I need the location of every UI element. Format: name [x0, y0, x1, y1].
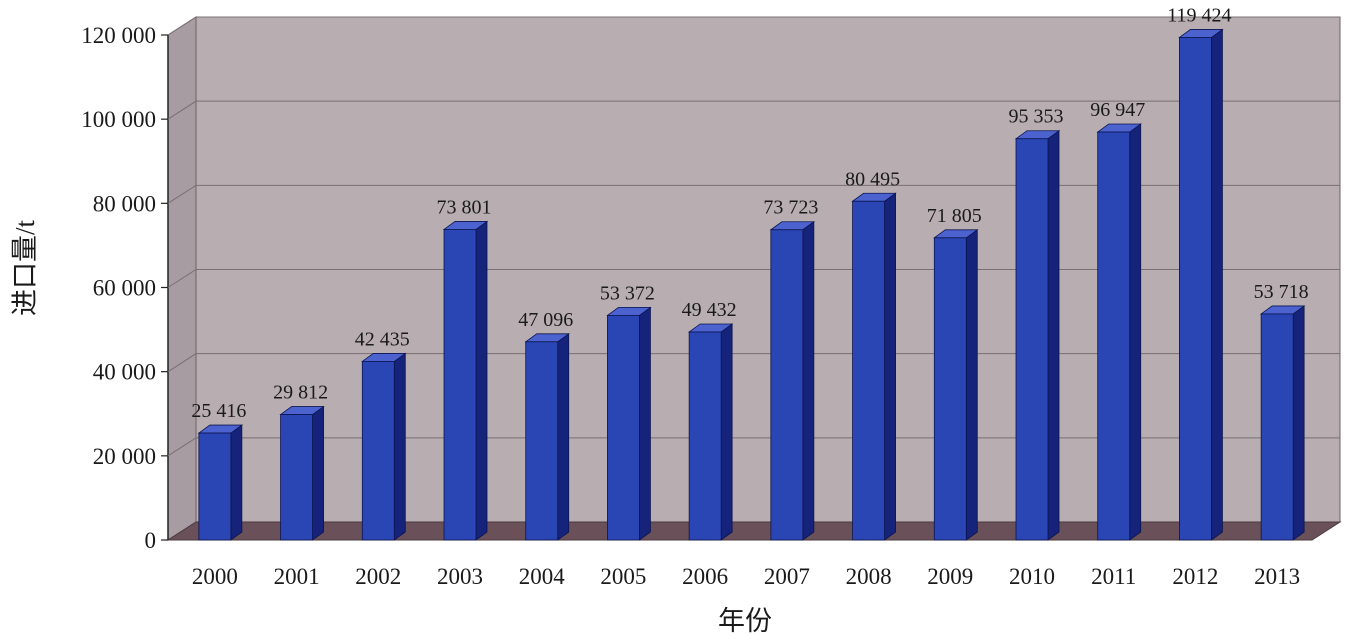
x-tick-label: 2001 — [274, 564, 320, 589]
bar — [1179, 37, 1212, 541]
y-tick-label: 100 000 — [81, 107, 156, 132]
bar-side — [1047, 129, 1060, 541]
data-label: 71 805 — [927, 205, 982, 227]
x-tick-label: 2007 — [764, 564, 810, 589]
bar-side — [1211, 28, 1223, 541]
bar — [688, 331, 722, 541]
x-tick-label: 2003 — [437, 564, 483, 589]
data-label: 53 718 — [1254, 281, 1309, 303]
data-label: 73 723 — [763, 197, 818, 219]
plot-background — [166, 16, 1342, 541]
data-label: 73 801 — [437, 196, 492, 218]
data-label: 96 947 — [1090, 99, 1145, 121]
data-label: 47 096 — [518, 309, 573, 331]
y-tick-label: 80 000 — [93, 191, 156, 216]
bar — [1097, 131, 1131, 541]
y-axis-title: 进口量/t — [10, 220, 40, 317]
x-axis-title: 年份 — [718, 606, 772, 636]
bar-side — [393, 352, 406, 541]
x-tick-label: 2004 — [519, 564, 566, 589]
bar — [770, 229, 804, 541]
bar — [525, 341, 559, 541]
y-axis-ticks: 0 20 000 40 000 60 000 80 000 100 000 120 000 — [81, 23, 168, 553]
x-tick-label: 2006 — [682, 564, 728, 589]
data-label: 49 432 — [682, 299, 737, 321]
x-tick-label: 2011 — [1091, 564, 1136, 589]
gridline — [167, 16, 1340, 36]
y-tick-label: 20 000 — [93, 444, 156, 469]
bar-side — [1292, 305, 1305, 541]
x-tick-label: 2012 — [1172, 564, 1218, 589]
x-tick-label: 2005 — [600, 564, 646, 589]
bar — [1015, 138, 1049, 541]
data-label: 42 435 — [355, 328, 410, 350]
gridline — [167, 100, 1340, 120]
y-tick-label: 120 000 — [81, 23, 156, 48]
y-tick-label: 0 — [145, 528, 157, 553]
bar — [1260, 313, 1294, 541]
gridline — [167, 184, 1340, 204]
bars — [197, 28, 1306, 541]
bar — [607, 314, 640, 541]
bar-side — [475, 220, 488, 541]
x-tick-label: 2008 — [846, 564, 892, 589]
data-label: 95 353 — [1009, 106, 1064, 128]
floor — [166, 521, 1342, 541]
bar-side — [802, 220, 815, 541]
bar — [361, 361, 395, 541]
x-tick-label: 2000 — [192, 564, 238, 589]
bar-side — [1129, 123, 1142, 541]
bar-side — [639, 306, 651, 541]
bar-side — [720, 323, 733, 541]
data-label: 53 372 — [600, 282, 655, 304]
x-tick-label: 2013 — [1254, 564, 1300, 589]
x-tick-label: 2009 — [927, 564, 973, 589]
x-axis-ticks: 2000 2001 2002 2003 2004 2005 2006 2007 2008 2009… — [192, 564, 1300, 589]
bar — [933, 237, 967, 541]
data-label: 29 812 — [273, 382, 328, 404]
bar-side — [230, 424, 243, 541]
bar-side — [884, 192, 896, 541]
data-label: 25 416 — [191, 400, 246, 422]
data-labels: 25 416 29 812 42 435 73 801 47 096 53 372 49 4… — [191, 4, 1308, 422]
data-label: 119 424 — [1167, 4, 1231, 26]
bar — [443, 229, 477, 541]
x-tick-label: 2002 — [355, 564, 401, 589]
x-tick-label: 2010 — [1009, 564, 1055, 589]
bar-side — [965, 229, 978, 541]
bar — [280, 414, 313, 541]
bar-side — [312, 405, 324, 541]
y-tick-label: 40 000 — [93, 360, 156, 385]
data-label: 80 495 — [845, 168, 900, 190]
y-tick-label: 60 000 — [93, 276, 156, 301]
bar — [198, 432, 232, 541]
bar-side — [557, 333, 570, 541]
bar — [852, 200, 885, 541]
